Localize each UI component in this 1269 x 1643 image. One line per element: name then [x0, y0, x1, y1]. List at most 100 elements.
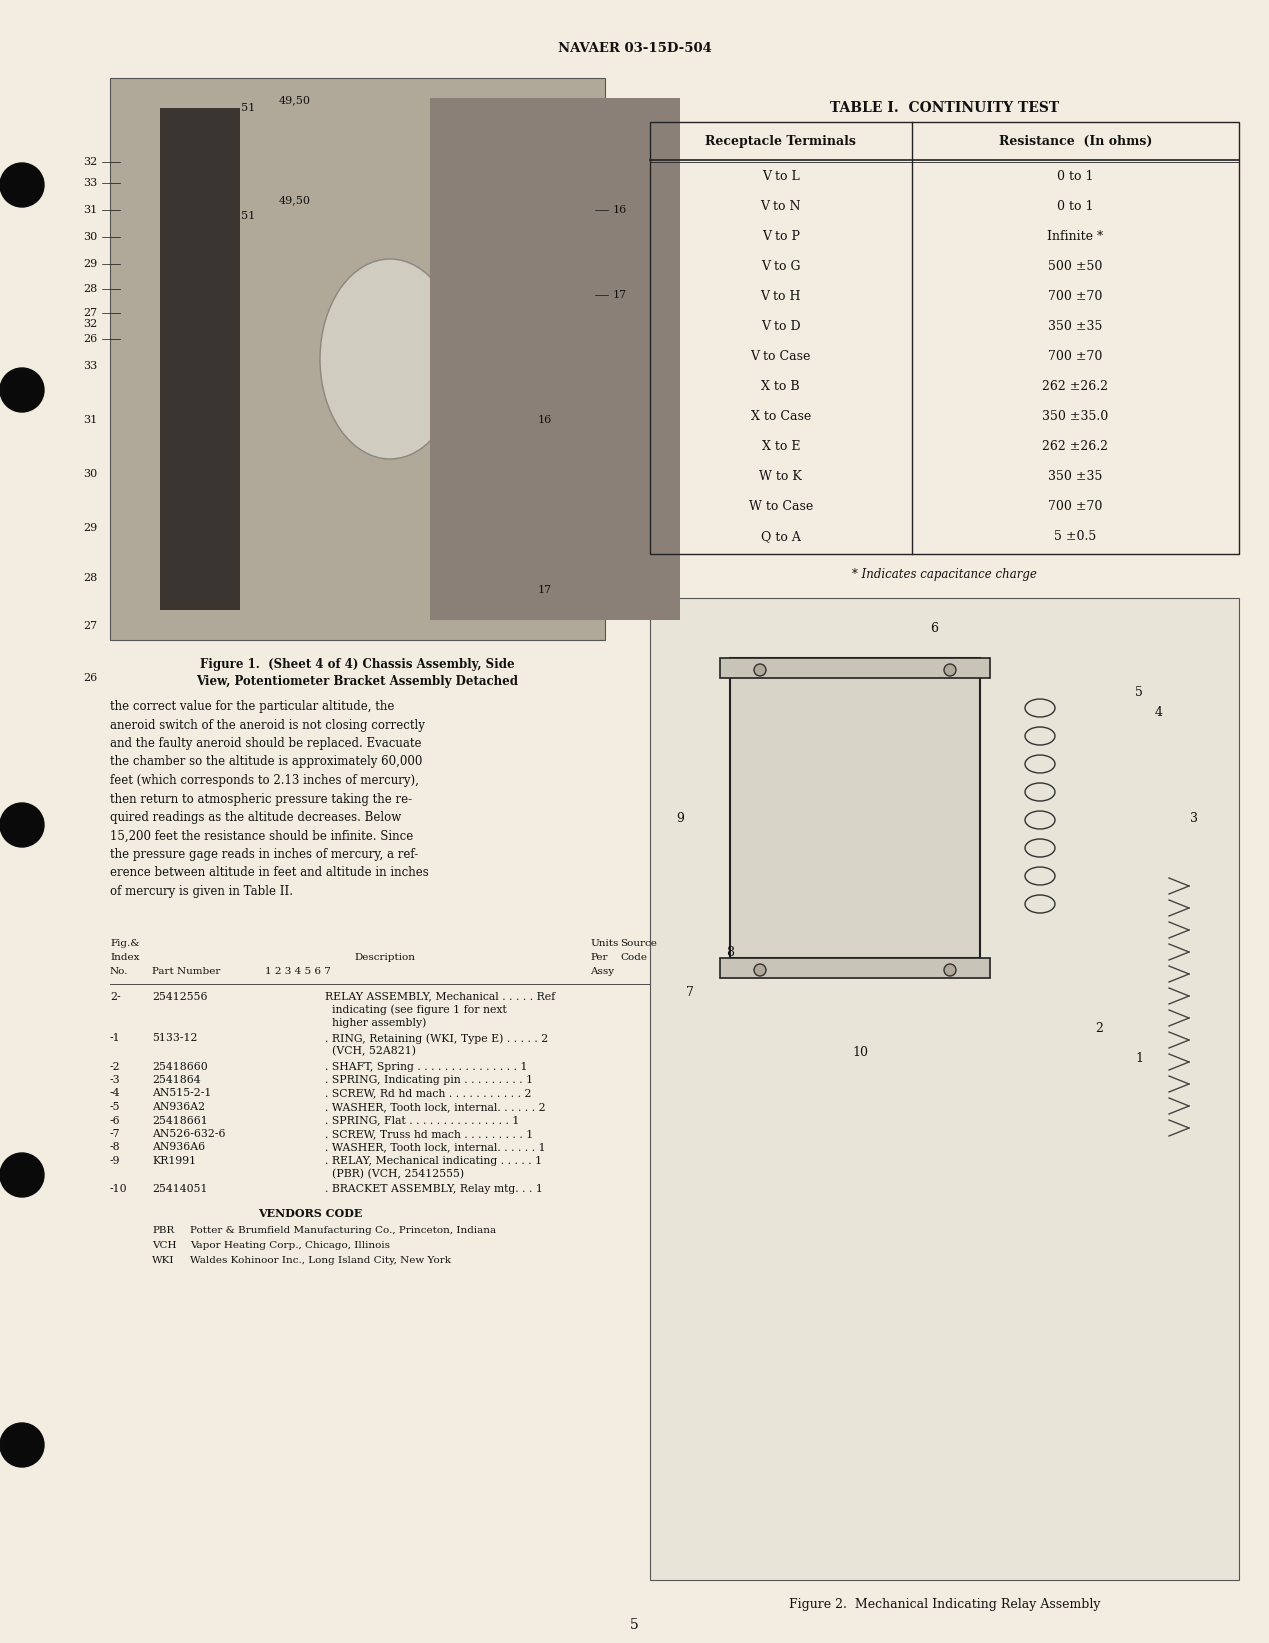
Text: 4: 4 — [1155, 706, 1162, 720]
Text: 27: 27 — [82, 307, 96, 319]
Text: . RELAY, Mechanical indicating . . . . . 1: . RELAY, Mechanical indicating . . . . .… — [325, 1157, 542, 1167]
Text: erence between altitude in feet and altitude in inches: erence between altitude in feet and alti… — [110, 866, 429, 879]
Text: -2: -2 — [110, 1061, 121, 1071]
Text: . SCREW, Rd hd mach . . . . . . . . . . . 2: . SCREW, Rd hd mach . . . . . . . . . . … — [325, 1089, 532, 1099]
Bar — [430, 99, 680, 619]
Text: 32: 32 — [82, 158, 98, 168]
Text: 26: 26 — [82, 334, 98, 343]
Text: 51: 51 — [241, 104, 255, 113]
Text: VENDORS CODE: VENDORS CODE — [258, 1208, 362, 1219]
Text: -8: -8 — [110, 1142, 121, 1152]
Text: 700 ±70: 700 ±70 — [1048, 350, 1103, 363]
Text: No.: No. — [110, 966, 128, 976]
Text: 7: 7 — [687, 986, 694, 999]
Text: the correct value for the particular altitude, the: the correct value for the particular alt… — [110, 700, 395, 713]
Text: 15,200 feet the resistance should be infinite. Since: 15,200 feet the resistance should be inf… — [110, 830, 414, 843]
Text: 31: 31 — [82, 205, 98, 215]
Text: Index: Index — [110, 953, 140, 961]
Text: . WASHER, Tooth lock, internal. . . . . . 2: . WASHER, Tooth lock, internal. . . . . … — [325, 1102, 546, 1112]
Text: . WASHER, Tooth lock, internal. . . . . . 1: . WASHER, Tooth lock, internal. . . . . … — [325, 1142, 546, 1152]
Text: Description: Description — [354, 953, 415, 961]
Text: 350 ±35.0: 350 ±35.0 — [1042, 411, 1108, 424]
Text: 2541864: 2541864 — [152, 1075, 201, 1084]
Bar — [650, 122, 1239, 554]
Text: 2-: 2- — [110, 991, 121, 1002]
Text: -9: -9 — [110, 1157, 121, 1167]
Text: 1: 1 — [1134, 1052, 1143, 1065]
Text: (PBR) (VCH, 25412555): (PBR) (VCH, 25412555) — [325, 1170, 464, 1180]
Text: RELAY ASSEMBLY, Mechanical . . . . . Ref: RELAY ASSEMBLY, Mechanical . . . . . Ref — [325, 991, 556, 1002]
Text: Resistance  (In ohms): Resistance (In ohms) — [999, 135, 1152, 148]
Ellipse shape — [320, 260, 459, 458]
Text: 31: 31 — [82, 416, 98, 426]
Text: of mercury is given in Table II.: of mercury is given in Table II. — [110, 886, 293, 899]
Text: higher assembly): higher assembly) — [325, 1017, 426, 1029]
Text: KR1991: KR1991 — [152, 1157, 197, 1167]
Text: W to Case: W to Case — [749, 501, 813, 514]
Text: 16: 16 — [613, 205, 627, 215]
Text: Assy: Assy — [590, 966, 614, 976]
Text: 2: 2 — [1095, 1022, 1103, 1035]
Text: . BRACKET ASSEMBLY, Relay mtg. . . 1: . BRACKET ASSEMBLY, Relay mtg. . . 1 — [325, 1185, 543, 1194]
Text: AN515-2-1: AN515-2-1 — [152, 1089, 212, 1099]
Text: 29: 29 — [82, 522, 98, 532]
Text: 3: 3 — [1190, 812, 1198, 825]
Text: -5: -5 — [110, 1102, 121, 1112]
Text: Q to A: Q to A — [761, 531, 801, 544]
Text: . RING, Retaining (WKI, Type E) . . . . . 2: . RING, Retaining (WKI, Type E) . . . . … — [325, 1033, 548, 1043]
Text: Code: Code — [621, 953, 647, 961]
Text: Units: Units — [590, 938, 618, 948]
Text: V to P: V to P — [761, 230, 799, 243]
Text: . SHAFT, Spring . . . . . . . . . . . . . . . 1: . SHAFT, Spring . . . . . . . . . . . . … — [325, 1061, 528, 1071]
Text: X to B: X to B — [761, 381, 799, 394]
Text: Part Number: Part Number — [152, 966, 221, 976]
Bar — [720, 657, 990, 679]
Text: AN526-632-6: AN526-632-6 — [152, 1129, 226, 1139]
Text: V to G: V to G — [761, 261, 801, 273]
Text: the pressure gage reads in inches of mercury, a ref-: the pressure gage reads in inches of mer… — [110, 848, 419, 861]
Text: 5: 5 — [631, 1618, 638, 1631]
Text: 5 ±0.5: 5 ±0.5 — [1055, 531, 1096, 544]
Text: the chamber so the altitude is approximately 60,000: the chamber so the altitude is approxima… — [110, 756, 423, 769]
Text: 262 ±26.2: 262 ±26.2 — [1042, 381, 1108, 394]
Text: 49,50: 49,50 — [279, 196, 311, 205]
Circle shape — [0, 1423, 44, 1467]
Text: * Indicates capacitance charge: * Indicates capacitance charge — [851, 568, 1037, 582]
Text: then return to atmospheric pressure taking the re-: then return to atmospheric pressure taki… — [110, 792, 412, 805]
Text: 28: 28 — [82, 573, 98, 583]
Text: 29: 29 — [82, 260, 98, 269]
Text: -3: -3 — [110, 1075, 121, 1084]
Text: . SPRING, Flat . . . . . . . . . . . . . . . 1: . SPRING, Flat . . . . . . . . . . . . .… — [325, 1116, 519, 1125]
Text: 700 ±70: 700 ±70 — [1048, 291, 1103, 304]
Text: 26: 26 — [82, 674, 98, 683]
Circle shape — [0, 368, 44, 412]
Circle shape — [0, 1153, 44, 1198]
Text: and the faulty aneroid should be replaced. Evacuate: and the faulty aneroid should be replace… — [110, 738, 421, 749]
Text: 30: 30 — [82, 468, 98, 480]
Text: 51: 51 — [241, 210, 255, 222]
Text: W to K: W to K — [759, 470, 802, 483]
Text: 17: 17 — [613, 291, 627, 301]
Circle shape — [754, 664, 766, 675]
Text: 5133-12: 5133-12 — [152, 1033, 198, 1043]
Text: Per: Per — [590, 953, 608, 961]
Text: 49,50: 49,50 — [279, 95, 311, 105]
Text: PBR: PBR — [152, 1226, 174, 1236]
Text: Figure 1.  (Sheet 4 of 4) Chassis Assembly, Side: Figure 1. (Sheet 4 of 4) Chassis Assembl… — [201, 657, 515, 670]
Text: 25412556: 25412556 — [152, 991, 208, 1002]
Text: NAVAER 03-15D-504: NAVAER 03-15D-504 — [557, 41, 712, 54]
Text: . SPRING, Indicating pin . . . . . . . . . 1: . SPRING, Indicating pin . . . . . . . .… — [325, 1075, 533, 1084]
Text: -7: -7 — [110, 1129, 121, 1139]
Text: indicating (see figure 1 for next: indicating (see figure 1 for next — [325, 1004, 506, 1015]
Text: 0 to 1: 0 to 1 — [1057, 200, 1094, 214]
Text: WKI: WKI — [152, 1255, 175, 1265]
Text: 5: 5 — [1134, 687, 1143, 700]
Text: Waldes Kohinoor Inc., Long Island City, New York: Waldes Kohinoor Inc., Long Island City, … — [190, 1255, 450, 1265]
Text: Vapor Heating Corp., Chicago, Illinois: Vapor Heating Corp., Chicago, Illinois — [190, 1240, 390, 1250]
Bar — [720, 958, 990, 978]
Text: V to Case: V to Case — [750, 350, 811, 363]
Text: V to H: V to H — [760, 291, 801, 304]
Text: . SCREW, Truss hd mach . . . . . . . . . 1: . SCREW, Truss hd mach . . . . . . . . .… — [325, 1129, 533, 1139]
Text: TABLE I.  CONTINUITY TEST: TABLE I. CONTINUITY TEST — [830, 100, 1060, 115]
Text: V to D: V to D — [761, 320, 801, 334]
